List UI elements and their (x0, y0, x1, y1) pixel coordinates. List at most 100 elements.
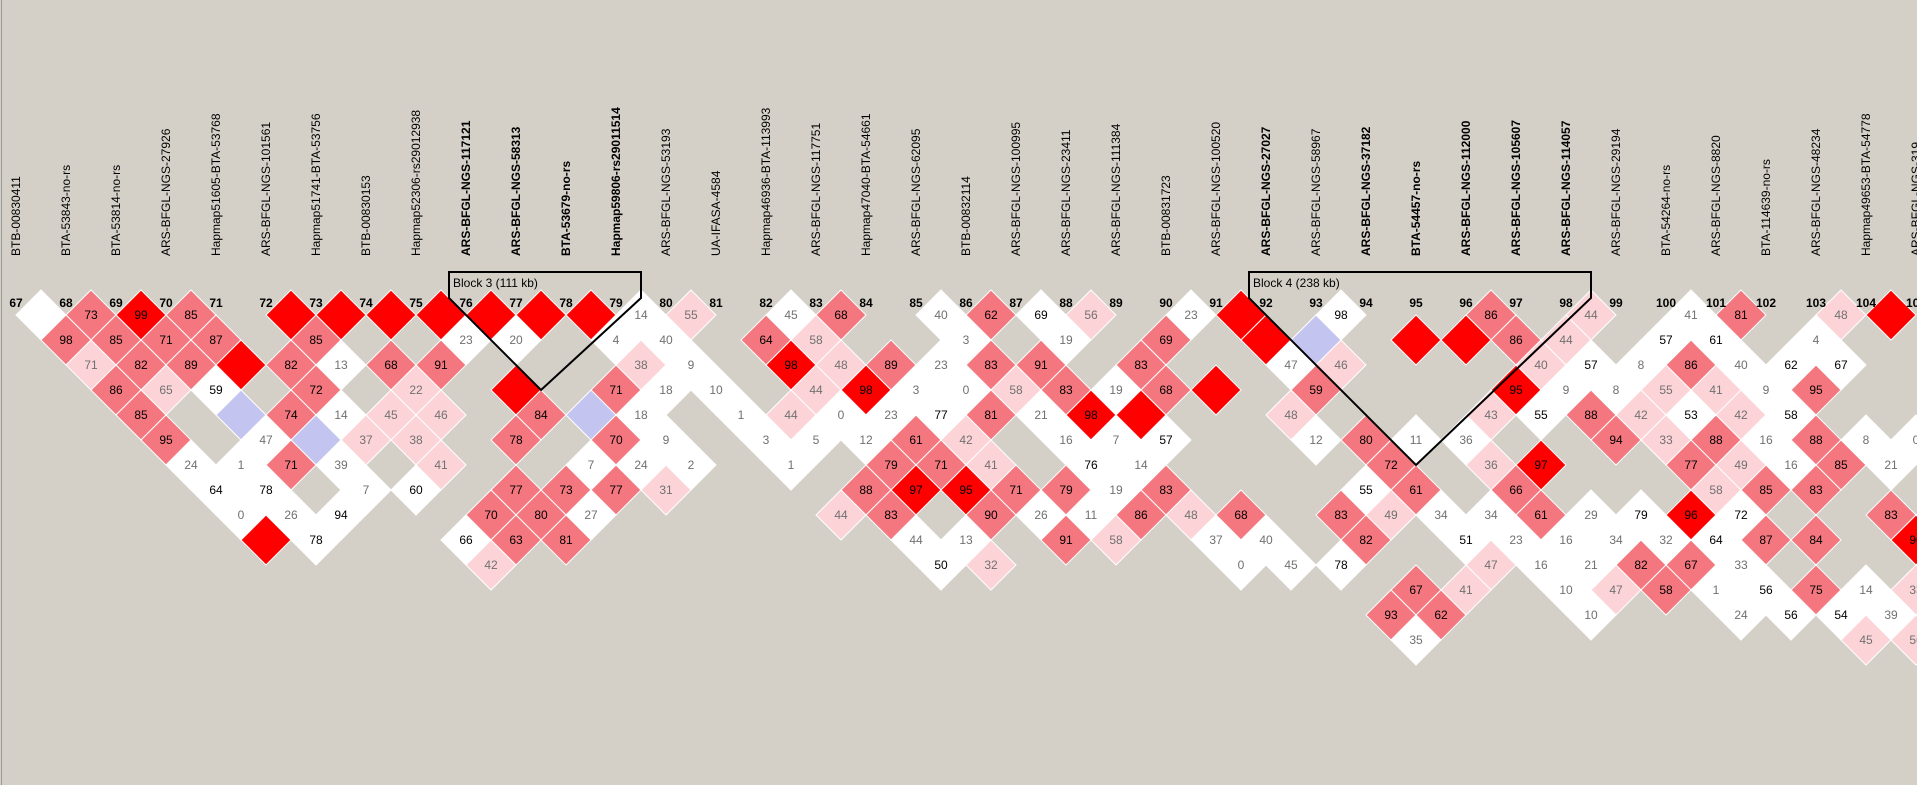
ld-value: 71 (159, 333, 173, 347)
marker-name[interactable]: BTA-54264-no-rs (1659, 165, 1673, 256)
ld-value: 77 (934, 408, 948, 422)
ld-value: 11 (1085, 508, 1098, 522)
marker-name[interactable]: ARS-BFGL-NGS-48234 (1809, 128, 1823, 256)
marker-name[interactable]: ARS-BFGL-NGS-53193 (659, 128, 673, 256)
ld-value: 7 (588, 458, 595, 472)
block-outline[interactable] (1248, 271, 1592, 467)
ld-cell[interactable] (640, 464, 692, 516)
ld-value: 2 (688, 458, 695, 472)
marker-name[interactable]: BTA-53843-no-rs (59, 165, 73, 256)
marker-name[interactable]: ARS-BFGL-NGS-29194 (1609, 128, 1623, 256)
ld-value: 85 (134, 408, 148, 422)
marker-name[interactable]: ARS-BFGL-NGS-27027 (1259, 126, 1273, 256)
marker-name[interactable]: Hapmap46936-BTA-113993 (759, 107, 773, 256)
ld-cell[interactable] (1265, 539, 1317, 591)
ld-value: 34 (1434, 508, 1448, 522)
ld-value: 83 (1134, 358, 1148, 372)
marker-name[interactable]: ARS-BFGL-NGS-101561 (259, 122, 273, 256)
ld-cell[interactable] (1390, 614, 1442, 666)
marker-name[interactable]: ARS-BFGL-NGS-27926 (159, 128, 173, 256)
ld-cell[interactable] (1315, 539, 1367, 591)
ld-value: 78 (1334, 558, 1348, 572)
ld-cell[interactable] (290, 514, 342, 566)
marker-number: 93 (1309, 296, 1323, 310)
ld-cell[interactable] (390, 464, 442, 516)
marker-name[interactable]: ARS-BFGL-NGS-100520 (1209, 122, 1223, 256)
ld-cell[interactable] (765, 439, 817, 491)
marker-name[interactable]: BTB-00831723 (1159, 175, 1173, 256)
ld-cell[interactable] (1190, 364, 1242, 416)
marker-name[interactable]: Hapmap51605-BTA-53768 (209, 113, 223, 256)
ld-value: 1 (1713, 583, 1720, 597)
ld-cell[interactable] (240, 514, 292, 566)
ld-cell[interactable] (1840, 614, 1892, 666)
ld-cell[interactable] (1040, 514, 1092, 566)
ld-value: 89 (184, 358, 198, 372)
marker-name[interactable]: ARS-BFGL-NGS-58313 (509, 126, 523, 256)
ld-cell[interactable] (1865, 289, 1917, 341)
block-outline[interactable] (448, 271, 642, 392)
marker-name[interactable]: ARS-BFGL-NGS-58967 (1309, 128, 1323, 256)
marker-name[interactable]: ARS-BFGL-NGS-117751 (809, 123, 823, 256)
marker-name[interactable]: ARS-BFGL-NGS-112000 (1459, 120, 1473, 256)
ld-value: 98 (859, 383, 873, 397)
ld-cell[interactable] (1765, 589, 1817, 641)
marker-number: 87 (1009, 296, 1023, 310)
ld-value: 61 (1409, 483, 1423, 497)
ld-cell[interactable] (1215, 539, 1267, 591)
ld-cell[interactable] (1640, 564, 1692, 616)
marker-number: 69 (109, 296, 123, 310)
marker-name[interactable]: ARS-BFGL-NGS-100995 (1009, 122, 1023, 256)
ld-cell[interactable] (540, 514, 592, 566)
ld-value: 80 (534, 508, 548, 522)
ld-cell[interactable] (815, 489, 867, 541)
marker-name[interactable]: ARS-BFGL-NGS-62095 (909, 128, 923, 256)
marker-number: 78 (559, 296, 573, 310)
marker-name[interactable]: Hapmap47040-BTA-54661 (859, 113, 873, 256)
ld-value: 47 (1609, 583, 1623, 597)
ld-value: 82 (1359, 533, 1373, 547)
marker-name[interactable]: Hapmap52306-rs29012938 (409, 110, 423, 256)
marker-name[interactable]: BTA-53814-no-rs (109, 165, 123, 256)
ld-cell[interactable] (965, 539, 1017, 591)
ld-cell[interactable] (1090, 514, 1142, 566)
ld-cell[interactable] (1390, 314, 1442, 366)
marker-name[interactable]: ARS-BFGL-NGS-8820 (1709, 135, 1723, 256)
marker-name[interactable]: ARS-BFGL-NGS-117121 (459, 120, 473, 256)
marker-name[interactable]: ARS-BFGL-NGS-37182 (1359, 126, 1373, 256)
ld-value: 37 (359, 433, 373, 447)
ld-value: 48 (834, 358, 848, 372)
ld-value: 67 (1409, 583, 1423, 597)
marker-name[interactable]: BTA-54457-no-rs (1409, 161, 1423, 256)
ld-cell[interactable] (1290, 414, 1342, 466)
ld-cell[interactable] (1565, 589, 1617, 641)
ld-cell[interactable] (1590, 414, 1642, 466)
ld-value: 74 (284, 408, 298, 422)
ld-value: 1 (788, 458, 795, 472)
marker-name[interactable]: UA-IFASA-4584 (709, 170, 723, 256)
marker-name[interactable]: ARS-BFGL-NGS-23411 (1059, 129, 1073, 256)
marker-name[interactable]: Hapmap51741-BTA-53756 (309, 113, 323, 256)
ld-cell[interactable] (1715, 589, 1767, 641)
marker-number: 81 (709, 296, 723, 310)
marker-name[interactable]: Hapmap59806-rs29011514 (609, 107, 623, 256)
marker-name[interactable]: ARS-BFGL-NGS-111384 (1109, 123, 1123, 256)
marker-name[interactable]: BTA-53679-no-rs (559, 161, 573, 256)
marker-name[interactable]: BTA-114639-no-rs (1759, 159, 1773, 256)
marker-name[interactable]: BTB-00830153 (359, 175, 373, 256)
ld-cell[interactable] (915, 539, 967, 591)
ld-cell[interactable] (1440, 314, 1492, 366)
marker-name[interactable]: BTB-00830411 (9, 176, 23, 256)
marker-name[interactable]: BTB-00832114 (959, 176, 973, 256)
marker-name[interactable]: ARS-BFGL-NGS-319 (1909, 142, 1917, 256)
marker-name[interactable]: ARS-BFGL-NGS-105607 (1509, 120, 1523, 256)
ld-cell[interactable] (465, 539, 517, 591)
ld-value: 71 (84, 358, 98, 372)
ld-cell[interactable] (1890, 614, 1917, 666)
ld-value: 99 (134, 308, 148, 322)
marker-name[interactable]: Hapmap49653-BTA-54778 (1859, 113, 1873, 256)
ld-value: 44 (909, 533, 923, 547)
marker-name[interactable]: ARS-BFGL-NGS-114057 (1559, 120, 1573, 256)
ld-value: 41 (434, 458, 448, 472)
